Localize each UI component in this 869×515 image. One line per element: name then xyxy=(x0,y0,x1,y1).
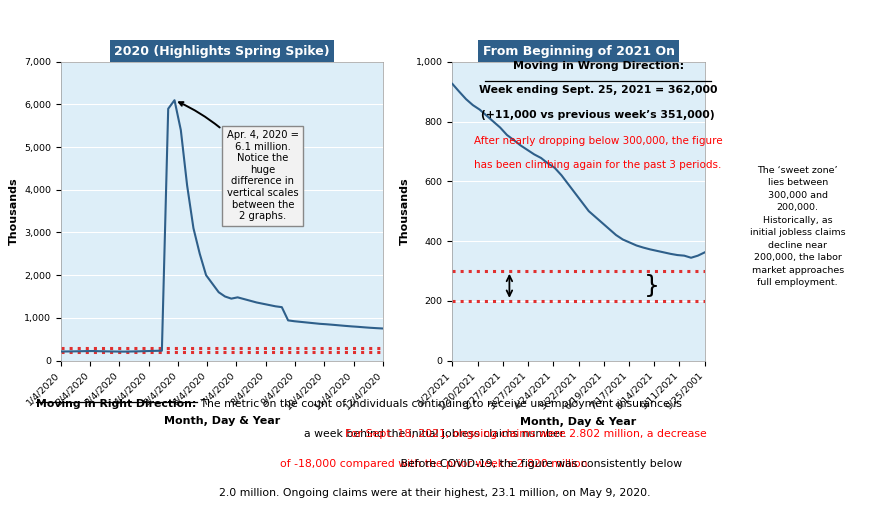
X-axis label: Month, Day & Year: Month, Day & Year xyxy=(520,417,636,426)
Text: Week ending Sept. 25, 2021 = 362,000: Week ending Sept. 25, 2021 = 362,000 xyxy=(478,85,717,95)
Text: a week behind the initial jobless claims number.: a week behind the initial jobless claims… xyxy=(303,429,566,439)
Text: Before COVID-19, the figure was consistently below: Before COVID-19, the figure was consiste… xyxy=(187,458,682,469)
Text: Moving in Right Direction:: Moving in Right Direction: xyxy=(36,399,196,408)
Text: The ‘sweet zone’
lies between
300,000 and
200,000.
Historically, as
initial jobl: The ‘sweet zone’ lies between 300,000 an… xyxy=(749,166,845,287)
X-axis label: Month, Day & Year: Month, Day & Year xyxy=(163,417,280,426)
Text: Moving in Wrong Direction:: Moving in Wrong Direction: xyxy=(512,61,683,71)
Text: The metric on the count of individuals continuing to receive unemployment insura: The metric on the count of individuals c… xyxy=(196,399,681,408)
Y-axis label: Thousands: Thousands xyxy=(9,177,18,245)
Text: }: } xyxy=(643,274,660,298)
Text: After nearly dropping below 300,000, the figure: After nearly dropping below 300,000, the… xyxy=(474,136,721,146)
Title: 2020 (Highlights Spring Spike): 2020 (Highlights Spring Spike) xyxy=(114,45,329,58)
Y-axis label: Thousands: Thousands xyxy=(400,177,409,245)
Text: Apr. 4, 2020 =
6.1 million.
Notice the
huge
difference in
vertical scales
betwee: Apr. 4, 2020 = 6.1 million. Notice the h… xyxy=(179,102,299,221)
Text: For Sept. 18, 2021, ongoing claims were 2.802 million, a decrease: For Sept. 18, 2021, ongoing claims were … xyxy=(163,429,706,439)
Text: has been climbing again for the past 3 periods.: has been climbing again for the past 3 p… xyxy=(474,160,721,170)
Text: (+11,000 vs previous week’s 351,000): (+11,000 vs previous week’s 351,000) xyxy=(481,111,714,121)
Title: From Beginning of 2021 On: From Beginning of 2021 On xyxy=(482,45,673,58)
Text: 2.0 million. Ongoing claims were at their highest, 23.1 million, on May 9, 2020.: 2.0 million. Ongoing claims were at thei… xyxy=(219,488,650,498)
Text: of -18,000 compared with the prior week’s 2.820 million.: of -18,000 compared with the prior week’… xyxy=(279,458,590,469)
